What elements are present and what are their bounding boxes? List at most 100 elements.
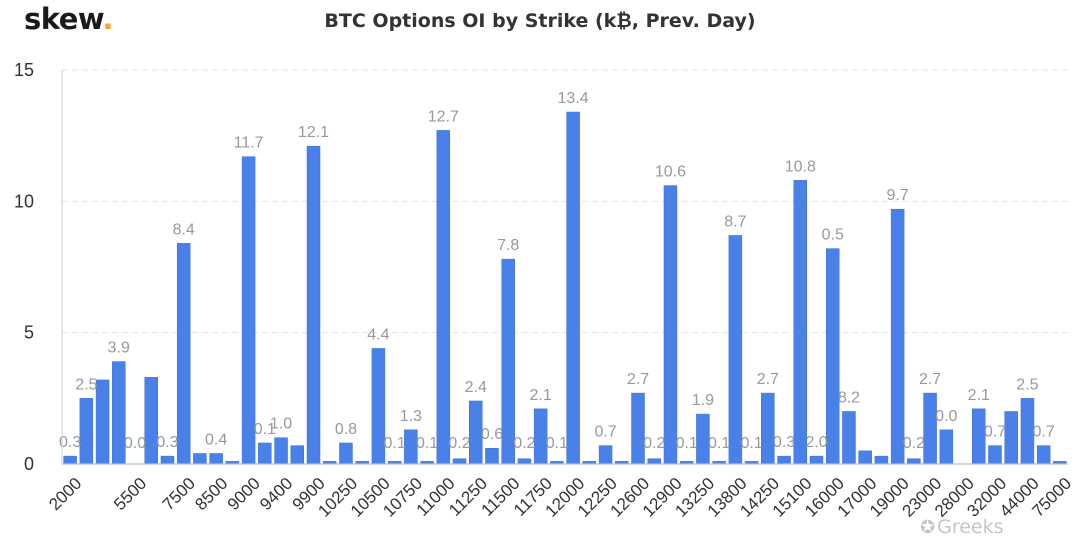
bar (761, 392, 775, 465)
bar (306, 145, 321, 465)
data-label: 0.7 (594, 424, 616, 441)
bar (339, 442, 353, 465)
bar (274, 437, 288, 465)
x-tick-label: 5500 (110, 474, 150, 514)
data-label: 2.7 (757, 371, 779, 388)
bar (160, 455, 175, 465)
bar (988, 445, 1002, 465)
data-label: 8.4 (173, 221, 195, 238)
bar (890, 208, 905, 465)
bar (1036, 445, 1051, 465)
x-tick-label: 9400 (256, 474, 296, 514)
data-label: 10.6 (655, 164, 686, 181)
data-label: 0.6 (481, 426, 503, 443)
bar (793, 180, 808, 465)
data-label: 2.0 (805, 434, 827, 451)
bar (193, 453, 207, 465)
bar (939, 429, 954, 465)
data-label: 1.9 (692, 392, 714, 409)
logo-dot: . (102, 2, 113, 36)
bar (825, 248, 840, 465)
data-label: 11.7 (234, 135, 264, 152)
data-label: 0.1 (676, 435, 698, 452)
bar (874, 455, 889, 465)
data-label: 4.4 (367, 326, 389, 343)
bar (209, 453, 223, 465)
data-label: 10.8 (785, 158, 816, 175)
data-label: 2.7 (627, 371, 649, 388)
bar (501, 258, 515, 465)
bars (63, 111, 1067, 465)
data-label: 0.0 (935, 408, 957, 425)
bar (1004, 411, 1018, 465)
bar (923, 392, 937, 465)
bar (290, 445, 305, 465)
data-label: 2.7 (919, 371, 941, 388)
data-label: 0.5 (822, 227, 844, 244)
data-label: 8.2 (838, 389, 860, 406)
data-label: 0.1 (546, 435, 568, 452)
data-labels: 0.32.53.90.0 0.38.40.411.70.11.012.10.84.… (59, 90, 1055, 452)
data-label: 0.1 (708, 435, 730, 452)
x-tick: 9400 (256, 474, 296, 514)
data-label: 0.2 (903, 435, 925, 452)
bar (566, 111, 580, 465)
bar (598, 445, 613, 465)
data-label: 0.1 (416, 435, 438, 452)
data-label: 0.1 (740, 435, 762, 452)
data-label: 0.7 (1033, 424, 1055, 441)
data-label: 0.7 (984, 424, 1006, 441)
x-tick-label: 8500 (191, 474, 231, 514)
x-tick-label: 2000 (45, 474, 85, 514)
data-label: 7.8 (497, 237, 519, 254)
watermark: ✪ Greeks (920, 516, 1004, 538)
bar (842, 411, 856, 465)
bar (809, 455, 824, 465)
y-tick-label: 10 (14, 191, 34, 211)
data-label: 2.5 (75, 376, 97, 393)
bar (647, 458, 661, 465)
bar (517, 458, 532, 465)
bar (777, 455, 791, 465)
y-tick-label: 5 (24, 323, 34, 343)
data-label: 0.2 (448, 435, 470, 452)
bar (258, 442, 272, 465)
bar (907, 458, 921, 465)
watermark-text: Greeks (937, 516, 1004, 538)
x-tick: 9000 (224, 474, 264, 514)
gridlines (62, 69, 1068, 334)
data-label: 0.2 (643, 435, 665, 452)
data-label: 0.2 (513, 435, 535, 452)
data-label: 0.8 (335, 421, 357, 438)
data-label: 8.7 (724, 213, 746, 230)
bar (436, 130, 451, 465)
x-tick: 7500 (159, 474, 199, 514)
bar (485, 447, 499, 465)
data-label: 9.7 (887, 187, 909, 204)
bar (452, 458, 467, 465)
data-label: 0.0 (124, 435, 146, 452)
data-label: 12.7 (428, 108, 459, 125)
data-label: 13.4 (558, 90, 589, 107)
data-label: 2.4 (465, 379, 487, 396)
bar (241, 156, 256, 465)
x-tick: 8500 (191, 474, 231, 514)
bar (95, 379, 110, 465)
logo-text: skew (24, 2, 103, 36)
x-tick: 5500 (110, 474, 150, 514)
data-label: 1.0 (270, 416, 292, 433)
data-label: 3.9 (108, 340, 130, 357)
x-tick-label: 9000 (224, 474, 264, 514)
y-tick-label: 15 (14, 60, 34, 80)
data-label: 2.1 (530, 387, 552, 404)
data-label: 0.3 (59, 434, 81, 451)
data-label: 0.1 (384, 435, 406, 452)
bar (631, 392, 645, 465)
bar (663, 185, 678, 465)
data-label: 0.4 (205, 431, 227, 448)
bar (176, 243, 191, 465)
data-label: 2.1 (968, 387, 990, 404)
x-tick-label: 7500 (159, 474, 199, 514)
data-label: 0.3 (156, 434, 178, 451)
